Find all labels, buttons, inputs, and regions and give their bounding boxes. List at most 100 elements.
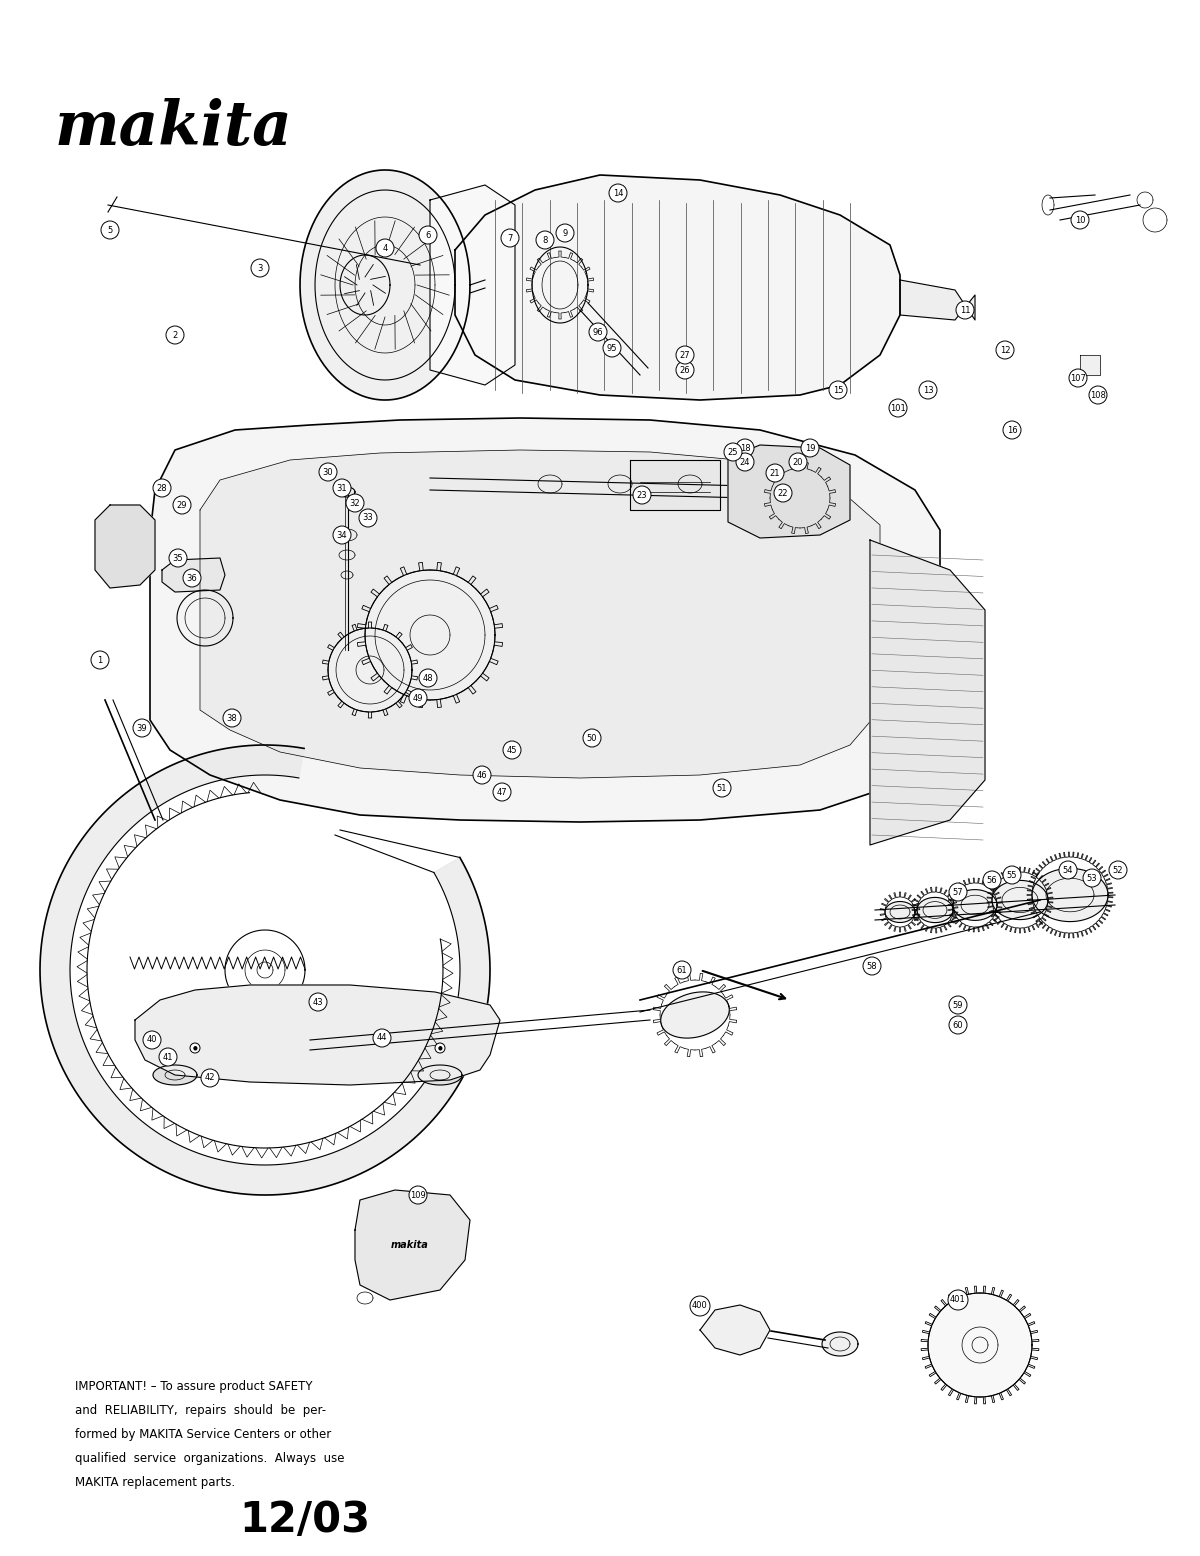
Circle shape: [91, 650, 109, 669]
Text: 109: 109: [410, 1190, 426, 1200]
Text: 19: 19: [805, 443, 815, 453]
Text: 48: 48: [422, 674, 433, 683]
Text: 18: 18: [739, 443, 750, 453]
Circle shape: [1069, 369, 1087, 387]
Text: 58: 58: [866, 962, 877, 971]
Text: 30: 30: [323, 467, 334, 476]
Circle shape: [589, 324, 607, 341]
Text: 2: 2: [173, 330, 178, 339]
Circle shape: [1003, 867, 1021, 884]
Polygon shape: [134, 985, 500, 1085]
Circle shape: [1072, 212, 1090, 229]
Text: 40: 40: [146, 1035, 157, 1044]
Polygon shape: [700, 1305, 770, 1355]
Text: 31: 31: [337, 484, 347, 493]
Polygon shape: [455, 174, 900, 400]
Text: 28: 28: [157, 484, 167, 493]
Circle shape: [310, 993, 326, 1011]
Circle shape: [223, 710, 241, 727]
Circle shape: [1109, 860, 1127, 879]
Text: ●: ●: [438, 1046, 443, 1050]
Circle shape: [766, 464, 784, 482]
Text: 107: 107: [1070, 373, 1086, 383]
Text: 43: 43: [313, 997, 323, 1007]
Text: 51: 51: [716, 784, 727, 792]
Circle shape: [713, 780, 731, 797]
Polygon shape: [1080, 355, 1100, 375]
Polygon shape: [430, 185, 515, 384]
Polygon shape: [95, 506, 155, 588]
Circle shape: [956, 300, 974, 319]
Text: 3: 3: [257, 263, 263, 272]
Circle shape: [634, 485, 650, 504]
Text: 56: 56: [986, 876, 997, 884]
Circle shape: [158, 1049, 178, 1066]
Text: 108: 108: [1090, 391, 1106, 400]
Polygon shape: [953, 890, 997, 921]
Text: 27: 27: [679, 350, 690, 359]
Text: 36: 36: [187, 574, 197, 582]
Text: 44: 44: [377, 1033, 388, 1043]
Circle shape: [829, 381, 847, 398]
Circle shape: [334, 479, 352, 496]
Polygon shape: [917, 898, 953, 923]
Polygon shape: [162, 559, 226, 591]
Circle shape: [359, 509, 377, 527]
Text: 12/03: 12/03: [240, 1498, 371, 1540]
Circle shape: [724, 443, 742, 461]
Text: 6: 6: [425, 230, 431, 240]
Circle shape: [346, 493, 364, 512]
Polygon shape: [328, 629, 412, 713]
Text: 26: 26: [679, 366, 690, 375]
Circle shape: [983, 871, 1001, 888]
Text: 401: 401: [950, 1296, 966, 1304]
Text: 39: 39: [137, 724, 148, 733]
Text: 96: 96: [593, 327, 604, 336]
Text: qualified  service  organizations.  Always  use: qualified service organizations. Always …: [74, 1452, 344, 1466]
Text: 8: 8: [542, 235, 547, 244]
Circle shape: [166, 327, 184, 344]
Circle shape: [202, 1069, 220, 1088]
Circle shape: [319, 464, 337, 481]
Circle shape: [493, 783, 511, 801]
Text: 20: 20: [793, 457, 803, 467]
Circle shape: [169, 549, 187, 566]
Text: 42: 42: [205, 1074, 215, 1083]
Circle shape: [949, 996, 967, 1015]
Circle shape: [334, 526, 352, 545]
Text: 15: 15: [833, 386, 844, 395]
Polygon shape: [870, 540, 985, 845]
Circle shape: [690, 1296, 710, 1316]
Circle shape: [583, 730, 601, 747]
Circle shape: [409, 689, 427, 706]
Polygon shape: [822, 1332, 858, 1355]
Polygon shape: [200, 450, 880, 778]
Circle shape: [949, 882, 967, 901]
Text: 41: 41: [163, 1052, 173, 1061]
Circle shape: [948, 1290, 968, 1310]
Circle shape: [556, 224, 574, 243]
Polygon shape: [418, 1064, 462, 1085]
Text: 33: 33: [362, 513, 373, 523]
Text: 50: 50: [587, 733, 598, 742]
Circle shape: [133, 719, 151, 738]
Polygon shape: [154, 1064, 197, 1085]
Circle shape: [676, 345, 694, 364]
Circle shape: [536, 230, 554, 249]
Polygon shape: [1032, 868, 1108, 921]
Circle shape: [409, 1186, 427, 1204]
Circle shape: [473, 766, 491, 784]
Circle shape: [604, 339, 622, 356]
Text: IMPORTANT! – To assure product SAFETY: IMPORTANT! – To assure product SAFETY: [74, 1380, 312, 1393]
Circle shape: [419, 226, 437, 244]
Text: 22: 22: [778, 489, 788, 498]
Circle shape: [736, 439, 754, 457]
Text: 61: 61: [677, 966, 688, 974]
Circle shape: [676, 361, 694, 380]
Polygon shape: [300, 170, 470, 400]
Circle shape: [436, 1043, 445, 1053]
Polygon shape: [886, 901, 916, 923]
Circle shape: [863, 957, 881, 976]
Text: 47: 47: [497, 787, 508, 797]
Text: MAKITA replacement parts.: MAKITA replacement parts.: [74, 1477, 235, 1489]
